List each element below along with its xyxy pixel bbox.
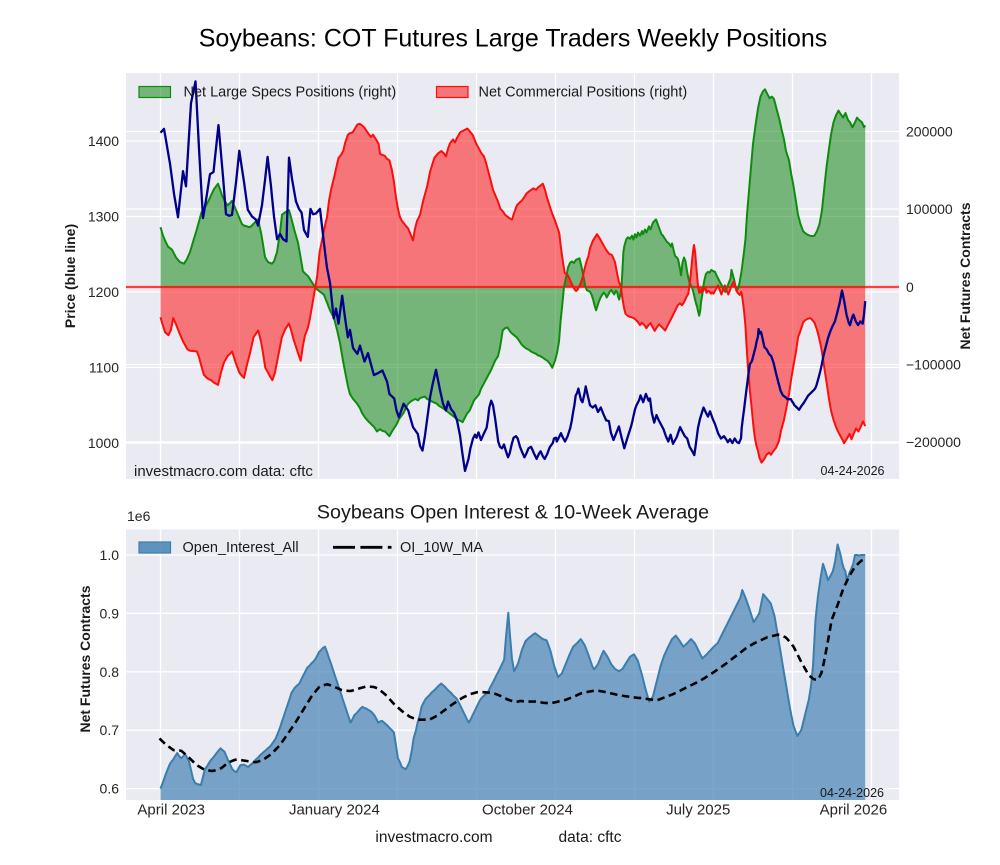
svg-text:data: cftc: data: cftc [252,463,313,480]
svg-text:Net Large Specs Positions (rig: Net Large Specs Positions (right) [184,85,397,101]
svg-text:−200000: −200000 [906,434,961,450]
svg-text:OI_10W_MA: OI_10W_MA [400,540,483,556]
svg-text:1000: 1000 [88,435,119,451]
svg-text:1300: 1300 [88,209,119,225]
svg-text:0.9: 0.9 [100,605,120,621]
svg-text:1400: 1400 [88,133,119,149]
svg-text:July 2025: July 2025 [666,802,730,819]
svg-text:January 2024: January 2024 [289,802,380,819]
svg-text:Open_Interest_All: Open_Interest_All [183,540,299,556]
svg-text:Net Futures Contracts: Net Futures Contracts [957,202,973,349]
svg-text:Net Futures Contracts: Net Futures Contracts [77,585,93,732]
svg-text:1100: 1100 [89,360,119,376]
svg-text:0.6: 0.6 [100,781,120,797]
svg-text:100000: 100000 [906,201,953,217]
svg-text:1e6: 1e6 [127,508,151,524]
svg-text:investmacro.com: investmacro.com [375,829,492,846]
svg-text:−100000: −100000 [906,357,961,373]
svg-text:04-24-2026: 04-24-2026 [821,464,885,478]
svg-text:Soybeans: COT Futures Large Tr: Soybeans: COT Futures Large Traders Week… [199,25,828,53]
svg-text:April 2023: April 2023 [137,802,205,819]
svg-text:200000: 200000 [906,124,953,140]
svg-text:Net Commercial Positions (righ: Net Commercial Positions (right) [479,85,688,101]
svg-text:October 2024: October 2024 [482,802,573,819]
svg-text:1.0: 1.0 [100,547,120,563]
svg-text:investmacro.com: investmacro.com [134,463,247,480]
svg-text:Price (blue line): Price (blue line) [62,224,78,328]
svg-text:04-24-2026: 04-24-2026 [820,786,884,800]
svg-text:1200: 1200 [88,284,119,300]
svg-text:0.8: 0.8 [100,664,120,680]
svg-text:April 2026: April 2026 [820,802,888,819]
svg-text:0: 0 [906,279,914,295]
svg-text:0.7: 0.7 [100,722,120,738]
svg-text:Soybeans Open Interest & 10-We: Soybeans Open Interest & 10-Week Average [317,502,709,524]
svg-text:data: cftc: data: cftc [559,829,622,846]
